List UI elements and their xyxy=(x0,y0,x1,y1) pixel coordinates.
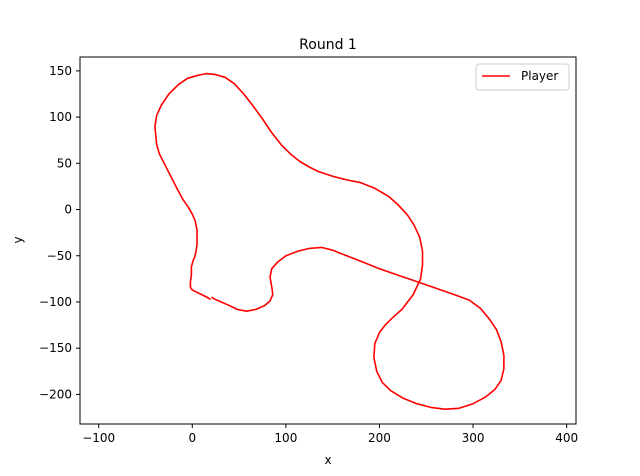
series-line-player xyxy=(154,72,505,411)
series-layer xyxy=(154,72,505,411)
legend-box xyxy=(475,63,570,91)
y-tick-label: 150 xyxy=(49,64,72,78)
legend-label-player: Player xyxy=(521,69,558,83)
chart-title: Round 1 xyxy=(299,37,357,53)
x-axis-ticks: −100 0 100 200 300 400 xyxy=(82,424,578,445)
y-tick-label: −200 xyxy=(39,387,72,401)
x-tick-label: 400 xyxy=(555,431,578,445)
x-axis-label: x xyxy=(324,453,331,467)
y-tick-label: 50 xyxy=(57,156,72,170)
y-axis-ticks: 150 100 50 0 −50 −100 −150 −200 xyxy=(39,64,80,401)
y-tick-label: −100 xyxy=(39,295,72,309)
x-tick-label: −100 xyxy=(82,431,115,445)
y-tick-label: 100 xyxy=(49,110,72,124)
x-tick-label: 100 xyxy=(274,431,297,445)
y-tick-label: 0 xyxy=(64,203,72,217)
x-tick-label: 200 xyxy=(368,431,391,445)
y-tick-label: −150 xyxy=(39,341,72,355)
x-tick-label: 300 xyxy=(462,431,485,445)
plot-area xyxy=(80,57,576,424)
legend: Player xyxy=(475,63,570,91)
y-axis-label: y xyxy=(11,236,25,243)
x-tick-label: 0 xyxy=(188,431,196,445)
plot-frame xyxy=(79,56,577,425)
y-tick-label: −50 xyxy=(47,249,72,263)
